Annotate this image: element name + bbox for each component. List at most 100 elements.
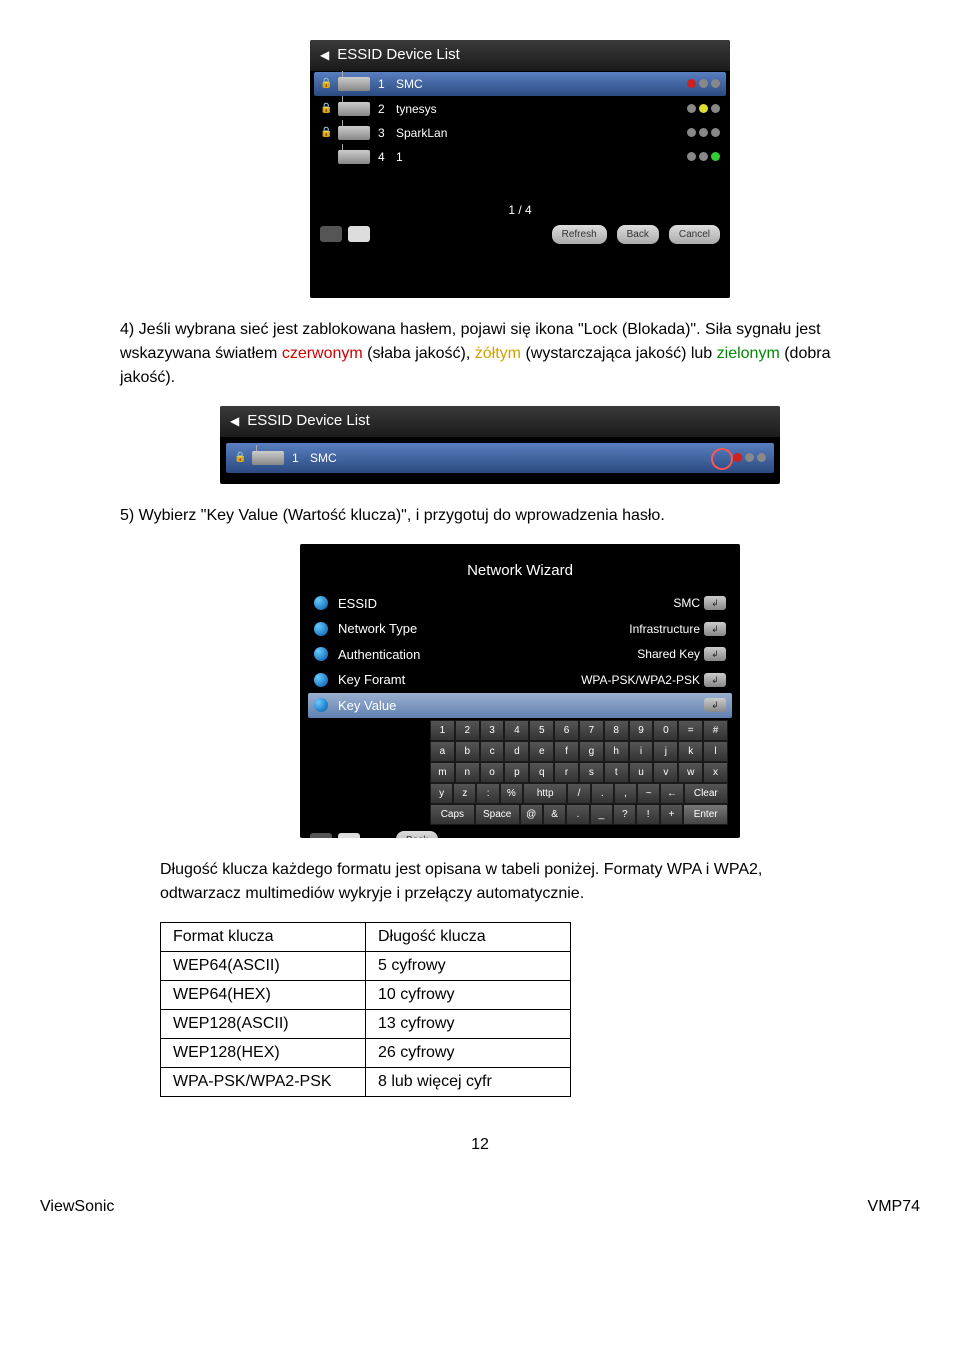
bottom-bar: Refresh Back Cancel: [310, 219, 730, 250]
keyboard-key[interactable]: k: [678, 741, 703, 762]
table-cell: 5 cyfrowy: [366, 952, 571, 981]
enter-icon: ↲: [704, 596, 726, 610]
keyboard-key[interactable]: g: [579, 741, 604, 762]
keyboard-key[interactable]: j: [653, 741, 678, 762]
annotation-circle: [711, 448, 733, 470]
cancel-button[interactable]: Cancel: [669, 225, 720, 244]
wizard-label: Authentication: [338, 645, 637, 665]
signal-dot: [711, 128, 720, 137]
keyboard-key[interactable]: Clear: [684, 783, 728, 804]
keyboard-key[interactable]: u: [629, 762, 654, 783]
keyboard-key[interactable]: Enter: [683, 804, 728, 825]
keyboard-key[interactable]: i: [629, 741, 654, 762]
keyboard-key[interactable]: .: [566, 804, 589, 825]
wizard-row[interactable]: Key Value↲: [308, 693, 732, 719]
keyboard-key[interactable]: c: [480, 741, 505, 762]
keyboard-key[interactable]: 6: [554, 720, 579, 741]
wizard-row[interactable]: Key ForamtWPA-PSK/WPA2-PSK↲: [300, 667, 740, 693]
keyboard-key[interactable]: /: [567, 783, 590, 804]
signal-dot: [711, 79, 720, 88]
signal-indicator: [687, 128, 720, 137]
device-number: 1: [292, 449, 310, 467]
keyboard-key[interactable]: @: [520, 804, 543, 825]
keyboard-key[interactable]: p: [504, 762, 529, 783]
keyboard-key[interactable]: _: [590, 804, 613, 825]
keyboard-key[interactable]: :: [476, 783, 499, 804]
keyboard-key[interactable]: .: [591, 783, 614, 804]
keyboard-key[interactable]: 8: [604, 720, 629, 741]
keyboard-key[interactable]: ←: [660, 783, 683, 804]
keyboard-key[interactable]: o: [480, 762, 505, 783]
keyboard-key[interactable]: 5: [529, 720, 554, 741]
keyboard-key[interactable]: ?: [613, 804, 636, 825]
back-arrow-icon: ◀: [230, 412, 239, 430]
device-row-selected[interactable]: 🔒 1 SMC: [226, 443, 774, 473]
keyboard-key[interactable]: 9: [629, 720, 654, 741]
lock-icon: 🔒: [320, 125, 338, 140]
keyboard-key[interactable]: s: [579, 762, 604, 783]
device-row[interactable]: 🔒2tynesys: [310, 97, 730, 121]
keyboard-key[interactable]: y: [430, 783, 453, 804]
keyboard-key[interactable]: Space: [475, 804, 520, 825]
on-screen-keyboard[interactable]: 1234567890=# abcdefghijkl mnopqrstuvwx yz:%…: [430, 720, 728, 825]
keyboard-key[interactable]: &: [543, 804, 566, 825]
keyboard-key[interactable]: #: [703, 720, 728, 741]
globe-icon: [314, 698, 328, 712]
keyboard-key[interactable]: n: [455, 762, 480, 783]
keyboard-key[interactable]: 0: [653, 720, 678, 741]
device-number: 4: [378, 148, 396, 166]
router-icon: [338, 126, 370, 140]
keyboard-key[interactable]: 7: [579, 720, 604, 741]
signal-dot: [687, 79, 696, 88]
table-header-cell: Długość klucza: [366, 923, 571, 952]
keyboard-key[interactable]: l: [703, 741, 728, 762]
keyboard-key[interactable]: q: [529, 762, 554, 783]
keyboard-key[interactable]: e: [529, 741, 554, 762]
keyboard-key[interactable]: 2: [455, 720, 480, 741]
pager-text: 1 / 4: [310, 201, 730, 219]
keyboard-key[interactable]: b: [455, 741, 480, 762]
keyboard-key[interactable]: !: [636, 804, 659, 825]
keyboard-key[interactable]: f: [554, 741, 579, 762]
globe-icon: [314, 647, 328, 661]
keyboard-key[interactable]: w: [678, 762, 703, 783]
keyboard-key[interactable]: z: [453, 783, 476, 804]
lock-icon: 🔒: [320, 76, 338, 91]
keyboard-key[interactable]: ~: [637, 783, 660, 804]
keyboard-key[interactable]: t: [604, 762, 629, 783]
keyboard-key[interactable]: 3: [480, 720, 505, 741]
table-row: WEP64(ASCII)5 cyfrowy: [161, 952, 571, 981]
wizard-row[interactable]: ESSIDSMC↲: [300, 591, 740, 617]
wizard-row[interactable]: Network TypeInfrastructure↲: [300, 616, 740, 642]
keyboard-key[interactable]: m: [430, 762, 455, 783]
keyboard-key[interactable]: d: [504, 741, 529, 762]
page-number: 12: [120, 1133, 840, 1157]
keyboard-key[interactable]: Caps: [430, 804, 475, 825]
keyboard-key[interactable]: a: [430, 741, 455, 762]
keyboard-key[interactable]: +: [660, 804, 683, 825]
back-button[interactable]: Back: [617, 225, 659, 244]
keyboard-key[interactable]: r: [554, 762, 579, 783]
back-button[interactable]: Back: [396, 831, 438, 838]
lock-icon: 🔒: [234, 450, 252, 465]
table-row: WEP128(HEX)26 cyfrowy: [161, 1039, 571, 1068]
keyboard-key[interactable]: 1: [430, 720, 455, 741]
table-cell: WEP64(HEX): [161, 981, 366, 1010]
device-name: tynesys: [396, 100, 687, 118]
keyboard-key[interactable]: %: [500, 783, 523, 804]
device-name: 1: [396, 148, 687, 166]
signal-dot: [699, 104, 708, 113]
keyboard-key[interactable]: v: [653, 762, 678, 783]
keyboard-key[interactable]: =: [678, 720, 703, 741]
keyboard-key[interactable]: x: [703, 762, 728, 783]
nav-icon: [320, 226, 342, 242]
refresh-button[interactable]: Refresh: [552, 225, 607, 244]
device-row[interactable]: 🔒1SMC: [314, 72, 726, 96]
wizard-row[interactable]: AuthenticationShared Key↲: [300, 642, 740, 668]
device-row[interactable]: 🔒3SparkLan: [310, 121, 730, 145]
device-row[interactable]: 41: [310, 145, 730, 169]
keyboard-key[interactable]: h: [604, 741, 629, 762]
keyboard-key[interactable]: http: [523, 783, 567, 804]
keyboard-key[interactable]: 4: [504, 720, 529, 741]
keyboard-key[interactable]: ,: [614, 783, 637, 804]
